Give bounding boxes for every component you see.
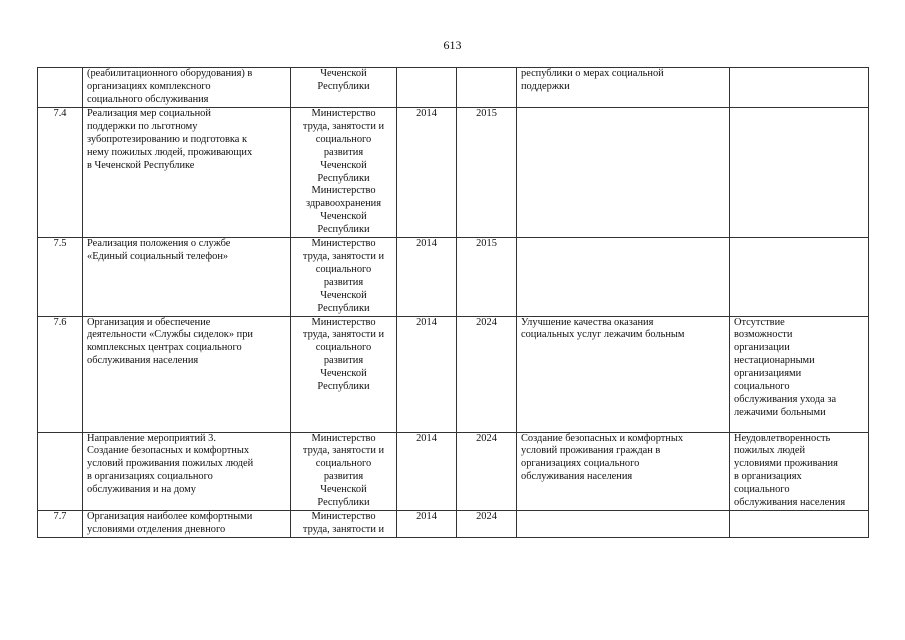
cell-num xyxy=(37,431,83,511)
cell-consequence: Отсутствие возможности организации неста… xyxy=(729,315,869,433)
cell-num: 7.5 xyxy=(37,237,83,317)
cell-consequence xyxy=(729,67,869,108)
cell-name: Организация наиболее комфортными условия… xyxy=(82,509,291,538)
table-row: 7.6 Организация и обеспечение деятельност… xyxy=(37,315,869,433)
cell-end: 2024 xyxy=(456,315,517,433)
cell-executor: Министерство труда, занятости и социальн… xyxy=(290,315,397,433)
page-number: 613 xyxy=(443,38,462,52)
cell-end: 2024 xyxy=(456,509,517,538)
cell-start: 2014 xyxy=(396,237,457,317)
cell-consequence xyxy=(729,509,869,538)
cell-end: 2015 xyxy=(456,106,517,239)
cell-executor: Министерство труда, занятости и социальн… xyxy=(290,106,397,239)
cell-name: Реализация мер социальной поддержки по л… xyxy=(82,106,291,239)
table-row: 7.5 Реализация положения о службе «Единый… xyxy=(37,237,869,317)
cell-result: Создание безопасных и комфортных условий… xyxy=(516,431,730,511)
cell-end: 2024 xyxy=(456,431,517,511)
cell-executor: Министерство труда, занятости и xyxy=(290,509,397,538)
cell-start xyxy=(396,67,457,108)
cell-result xyxy=(516,237,730,317)
cell-consequence xyxy=(729,106,869,239)
cell-start: 2014 xyxy=(396,509,457,538)
cell-name: Организация и обеспечение деятельности «… xyxy=(82,315,291,433)
cell-name: (реабилитационного оборудования) в орган… xyxy=(82,67,291,108)
cell-num: 7.4 xyxy=(37,106,83,239)
cell-executor: Министерство труда, занятости и социальн… xyxy=(290,431,397,511)
cell-start: 2014 xyxy=(396,106,457,239)
table-row: (реабилитационного оборудования) в орган… xyxy=(37,67,869,108)
cell-start: 2014 xyxy=(396,431,457,511)
cell-start: 2014 xyxy=(396,315,457,433)
table-row: Направление мероприятий 3. Создание безо… xyxy=(37,431,869,511)
cell-result: республики о мерах социальной поддержки xyxy=(516,67,730,108)
cell-result: Улучшение качества оказания социальных у… xyxy=(516,315,730,433)
cell-consequence xyxy=(729,237,869,317)
cell-result xyxy=(516,106,730,239)
cell-num: 7.7 xyxy=(37,509,83,538)
cell-end: 2015 xyxy=(456,237,517,317)
cell-result xyxy=(516,509,730,538)
cell-executor: Министерство труда, занятости и социальн… xyxy=(290,237,397,317)
table-row: 7.7 Организация наиболее комфортными усло… xyxy=(37,509,869,538)
cell-name: Реализация положения о службе «Единый со… xyxy=(82,237,291,317)
cell-num: 7.6 xyxy=(37,315,83,433)
cell-executor: Чеченской Республики xyxy=(290,67,397,108)
measures-table: (реабилитационного оборудования) в орган… xyxy=(37,67,869,538)
cell-num xyxy=(37,67,83,108)
table-row: 7.4 Реализация мер социальной поддержки п… xyxy=(37,106,869,239)
cell-consequence: Неудовлетворенность пожилых людей услови… xyxy=(729,431,869,511)
cell-name: Направление мероприятий 3. Создание безо… xyxy=(82,431,291,511)
cell-end xyxy=(456,67,517,108)
